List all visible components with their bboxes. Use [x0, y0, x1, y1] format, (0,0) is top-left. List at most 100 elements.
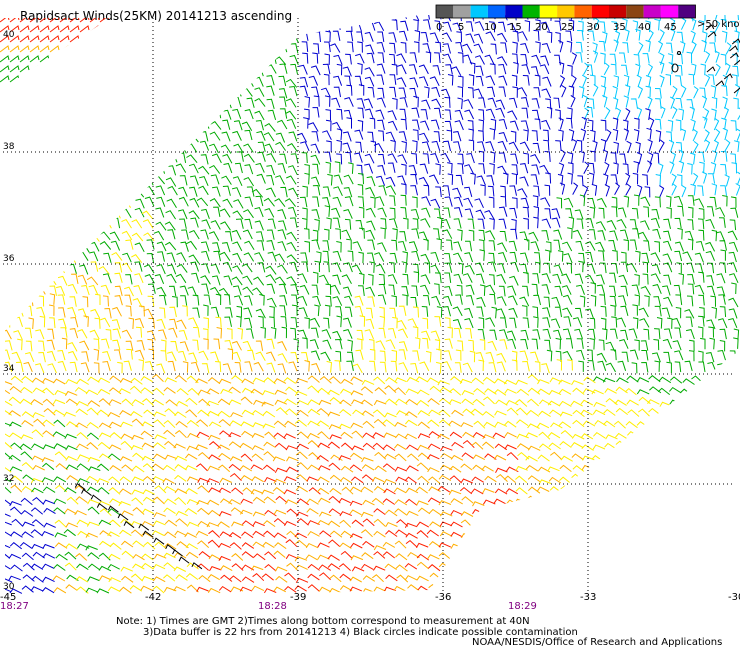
wind-barb	[380, 218, 387, 230]
wind-barb	[444, 272, 452, 283]
wind-barb	[461, 496, 474, 504]
wind-barb	[209, 441, 222, 449]
wind-barb	[222, 87, 233, 97]
wind-barb	[405, 539, 418, 548]
wind-barb	[101, 88, 112, 99]
wind-barb	[602, 328, 608, 340]
wind-barb	[385, 574, 398, 582]
wind-barb	[487, 185, 495, 197]
wind-barb	[176, 252, 187, 262]
wind-barb	[5, 587, 12, 593]
wind-barb	[252, 573, 265, 582]
wind-barb	[133, 285, 143, 296]
wind-barb	[342, 131, 352, 142]
wind-barb	[158, 152, 166, 164]
wind-barb	[264, 563, 277, 572]
wind-barb	[464, 264, 475, 275]
wind-barb	[458, 75, 464, 87]
wind-barb	[571, 473, 584, 482]
wind-barb	[523, 217, 529, 230]
wind-barb	[669, 386, 682, 394]
legend-swatch	[557, 5, 575, 18]
wind-barb	[304, 96, 311, 108]
wind-barb	[274, 198, 286, 208]
wind-barb	[266, 240, 275, 251]
wind-barb	[175, 400, 189, 407]
wind-barb	[25, 43, 35, 54]
wind-barb	[45, 132, 56, 143]
wind-barb	[76, 586, 89, 594]
wind-barb	[173, 586, 186, 592]
wind-barb	[632, 304, 638, 316]
wind-barb	[460, 575, 474, 582]
wind-barb	[568, 19, 575, 32]
wind-barb	[102, 295, 109, 307]
wind-barb	[186, 498, 200, 505]
wind-barb	[405, 388, 419, 394]
wind-barb	[714, 128, 721, 142]
wind-barb	[79, 25, 90, 33]
wind-barb	[151, 530, 165, 536]
wind-barb	[361, 410, 374, 417]
wind-barb	[444, 262, 453, 273]
wind-barb	[423, 19, 431, 30]
wind-barb	[372, 409, 385, 418]
wind-barb	[531, 98, 540, 109]
wind-barb	[301, 152, 308, 164]
wind-barb	[135, 109, 145, 120]
wind-barb	[715, 575, 728, 583]
wind-barb	[652, 228, 661, 240]
wind-barb	[39, 18, 50, 23]
wind-barb	[689, 106, 695, 119]
wind-barb	[663, 351, 671, 363]
wind-barb	[625, 183, 632, 196]
wind-barb	[108, 421, 122, 428]
wind-barb	[535, 19, 541, 31]
wind-barb	[661, 307, 671, 318]
wind-barb	[368, 339, 375, 351]
wind-barb	[140, 376, 153, 383]
wind-barb	[632, 317, 639, 329]
wind-barb	[22, 109, 33, 120]
wind-barb	[582, 455, 595, 461]
wind-barb	[464, 307, 474, 319]
wind-barb	[669, 161, 675, 174]
wind-barb	[20, 398, 33, 406]
wind-barb	[312, 295, 321, 307]
wind-barb	[23, 164, 34, 175]
wind-barb	[588, 172, 595, 185]
wind-barb	[691, 421, 704, 428]
wind-barb	[665, 195, 672, 208]
wind-barb	[399, 97, 408, 108]
wind-barb	[361, 379, 375, 385]
wind-barb	[244, 295, 253, 306]
wind-barb	[676, 53, 683, 65]
wind-barb	[66, 421, 79, 428]
wind-barb	[25, 98, 33, 109]
wind-barb	[533, 216, 539, 229]
wind-barb	[627, 475, 640, 483]
wind-barb	[610, 349, 617, 361]
wind-barb	[365, 44, 375, 55]
wind-barb	[567, 172, 573, 185]
wind-barb	[347, 41, 354, 53]
wind-barb	[603, 522, 616, 529]
wind-barb	[242, 275, 253, 285]
wind-barb	[32, 264, 44, 274]
wind-barb	[437, 433, 450, 440]
wind-barb	[396, 519, 409, 527]
wind-barb	[372, 565, 386, 571]
wind-barb	[725, 443, 739, 450]
wind-barb	[681, 434, 695, 440]
wind-barb	[596, 284, 606, 295]
wind-barb	[417, 444, 430, 450]
wind-barb	[274, 542, 287, 550]
wind-barb	[447, 74, 454, 86]
wind-barb	[713, 551, 726, 559]
wind-barb	[174, 530, 187, 537]
wind-barb	[33, 219, 44, 230]
wind-barb	[587, 349, 593, 361]
wind-barb	[239, 586, 253, 592]
wind-barb	[510, 130, 517, 143]
legend-tick-label: 45	[664, 22, 677, 33]
